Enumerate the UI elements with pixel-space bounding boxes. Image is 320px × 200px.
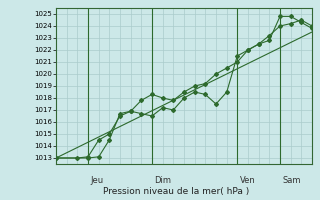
Text: Ven: Ven bbox=[240, 176, 256, 185]
Text: Pression niveau de la mer( hPa ): Pression niveau de la mer( hPa ) bbox=[103, 187, 249, 196]
Text: Jeu: Jeu bbox=[91, 176, 104, 185]
Text: Dim: Dim bbox=[155, 176, 172, 185]
Text: Sam: Sam bbox=[283, 176, 301, 185]
